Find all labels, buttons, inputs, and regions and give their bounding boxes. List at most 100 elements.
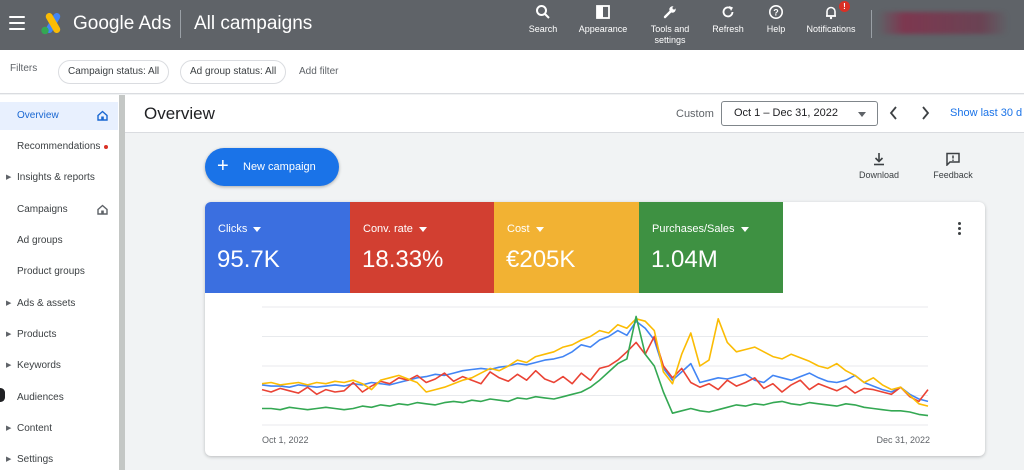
series-line-purchases-sales: [262, 315, 929, 417]
expand-arrow-icon: ▶: [6, 300, 12, 307]
metric-tile-clicks[interactable]: Clicks 95.7K: [205, 202, 350, 293]
appearance-tool-button[interactable]: Appearance: [574, 4, 632, 35]
sidebar-item-settings[interactable]: ▶ Settings: [0, 446, 118, 470]
page-title: Overview: [144, 104, 215, 123]
sidebar-item-label: Overview: [17, 110, 59, 121]
metric-tile-cost[interactable]: Cost €205K: [494, 202, 639, 293]
sidebar-item-content[interactable]: ▶ Content: [0, 415, 118, 443]
metric-tile-conv-rate[interactable]: Conv. rate 18.33%: [350, 202, 494, 293]
date-range-select[interactable]: Oct 1 – Dec 31, 2022: [721, 101, 878, 126]
sidebar-item-insights-reports[interactable]: ▶ Insights & reports: [0, 164, 118, 192]
series-line-cost: [261, 317, 929, 407]
expand-arrow-icon: ▶: [6, 362, 12, 369]
dropdown-caret-icon: [253, 226, 262, 232]
page-name: All campaigns: [194, 13, 313, 34]
refresh-icon: [722, 6, 734, 18]
new-campaign-label: New campaign: [243, 161, 316, 173]
metric-name: Purchases/Sales: [652, 223, 735, 235]
sidebar-item-keywords[interactable]: ▶ Keywords: [0, 352, 118, 380]
metric-name: Cost: [507, 223, 530, 235]
notification-dot: [104, 145, 108, 149]
sidebar-item-label: Insights & reports: [17, 172, 95, 183]
date-range-type-label: Custom: [676, 108, 714, 120]
sidebar-item-label: Campaigns: [17, 204, 68, 215]
sidebar-item-audiences[interactable]: Audiences: [0, 384, 118, 412]
refresh-tool-button[interactable]: Refresh: [708, 4, 748, 35]
chart-series: [261, 315, 929, 417]
sidebar-item-label: Audiences: [17, 392, 64, 403]
search-icon: [536, 5, 550, 19]
brand-divider: [180, 10, 181, 38]
expand-arrow-icon: ▶: [6, 456, 12, 463]
filters-label: Filters: [10, 63, 38, 74]
sidebar-collapse-handle[interactable]: [0, 388, 5, 402]
google-ads-logo-icon: [41, 13, 61, 35]
sidebar-item-products[interactable]: ▶ Products: [0, 321, 118, 349]
more-options-icon[interactable]: [955, 222, 963, 238]
hamburger-menu-icon[interactable]: [9, 16, 25, 30]
download-button[interactable]: Download: [855, 152, 903, 180]
appearance-icon: [596, 5, 610, 19]
top-app-bar: Google Ads All campaigns Search Appearan…: [0, 0, 1024, 50]
sidebar-item-overview[interactable]: Overview: [0, 102, 118, 130]
chart-grid: [262, 306, 928, 426]
tools-settings-button[interactable]: Tools and settings: [644, 4, 696, 46]
new-campaign-button[interactable]: + New campaign: [205, 148, 339, 186]
ad-group-status-filter-chip[interactable]: Ad group status: All: [180, 60, 287, 84]
add-filter-link[interactable]: Add filter: [299, 66, 339, 77]
sidebar-item-label: Recommendations: [17, 141, 101, 152]
sidebar-item-product-groups[interactable]: Product groups: [0, 258, 118, 286]
download-icon: [874, 153, 884, 166]
metric-tile-purchases-sales[interactable]: Purchases/Sales 1.04M: [639, 202, 783, 293]
sidebar-item-label: Ad groups: [17, 235, 63, 246]
previous-period-chevron-icon[interactable]: [887, 104, 901, 122]
dropdown-caret-icon: [535, 226, 544, 232]
sidebar-item-label: Ads & assets: [17, 298, 76, 309]
sidebar-item-label: Keywords: [17, 360, 61, 371]
show-last-30-days-link[interactable]: Show last 30 d: [950, 107, 1023, 119]
metric-name: Conv. rate: [363, 223, 413, 235]
home-icon: [97, 204, 108, 215]
sidebar-item-campaigns[interactable]: Campaigns: [0, 196, 118, 224]
series-line-clicks: [261, 320, 929, 403]
sidebar-item-recommendations[interactable]: Recommendations: [0, 133, 118, 161]
feedback-label: Feedback: [933, 170, 973, 180]
sidebar-item-ads-assets[interactable]: ▶ Ads & assets: [0, 290, 118, 318]
notifications-tool-label: Notifications: [806, 24, 856, 34]
search-tool-label: Search: [528, 24, 558, 34]
sidebar-item-label: Content: [17, 423, 53, 434]
tools-settings-label: Tools and settings: [650, 24, 690, 45]
refresh-tool-label: Refresh: [712, 24, 744, 34]
campaign-status-filter-chip[interactable]: Campaign status: All: [58, 60, 170, 84]
bell-icon: [826, 6, 836, 20]
overview-header: Overview Custom Oct 1 – Dec 31, 2022 Sho…: [125, 95, 1024, 133]
sidebar-scrollbar[interactable]: [119, 95, 125, 470]
sidebar-item-label: Product groups: [17, 266, 85, 277]
series-line-conv-rate: [261, 335, 929, 403]
feedback-button[interactable]: Feedback: [929, 152, 977, 180]
feedback-icon: [946, 152, 960, 166]
account-divider: [871, 10, 872, 38]
search-tool-button[interactable]: Search: [527, 4, 559, 35]
notifications-tool-button[interactable]: ! Notifications: [801, 1, 861, 35]
expand-arrow-icon: ▶: [6, 174, 12, 181]
account-info-redacted[interactable]: [878, 12, 1008, 34]
date-range-value: Oct 1 – Dec 31, 2022: [734, 107, 838, 119]
sidebar-item-ad-groups[interactable]: Ad groups: [0, 227, 118, 255]
dropdown-caret-icon: [740, 226, 749, 232]
performance-line-chart: Oct 1, 2022 Dec 31, 2022: [261, 306, 930, 445]
x-axis-end-label: Dec 31, 2022: [876, 435, 930, 445]
brand-name: Google Ads: [73, 13, 172, 34]
help-tool-button[interactable]: ? Help: [760, 4, 792, 35]
metric-value: 1.04M: [651, 246, 718, 273]
notification-badge: !: [839, 1, 850, 12]
x-axis-start-label: Oct 1, 2022: [262, 435, 309, 445]
next-period-chevron-icon[interactable]: [918, 104, 932, 122]
performance-card: Clicks 95.7K Conv. rate 18.33% Cost €205…: [205, 202, 985, 456]
metric-value: 95.7K: [217, 246, 280, 273]
svg-text:?: ?: [773, 8, 779, 18]
plus-icon: +: [217, 155, 229, 177]
navigation-sidebar: Overview Recommendations ▶ Insights & re…: [0, 95, 119, 470]
help-tool-label: Help: [766, 24, 786, 34]
home-icon: [97, 110, 108, 121]
